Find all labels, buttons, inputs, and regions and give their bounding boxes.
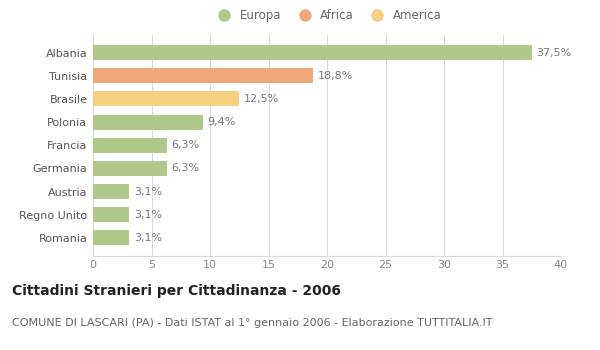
Bar — [93, 68, 313, 83]
Text: 12,5%: 12,5% — [244, 94, 279, 104]
Bar — [93, 230, 129, 245]
Bar — [93, 114, 203, 130]
Text: 3,1%: 3,1% — [134, 210, 162, 220]
Text: 6,3%: 6,3% — [172, 140, 200, 150]
Text: 9,4%: 9,4% — [208, 117, 236, 127]
Text: 3,1%: 3,1% — [134, 187, 162, 197]
Text: 37,5%: 37,5% — [536, 48, 572, 57]
Bar — [93, 138, 167, 153]
Bar — [93, 45, 532, 60]
Text: 6,3%: 6,3% — [172, 163, 200, 173]
Bar — [93, 161, 167, 176]
Text: 18,8%: 18,8% — [317, 71, 353, 81]
Text: Cittadini Stranieri per Cittadinanza - 2006: Cittadini Stranieri per Cittadinanza - 2… — [12, 284, 341, 298]
Bar — [93, 91, 239, 106]
Text: COMUNE DI LASCARI (PA) - Dati ISTAT al 1° gennaio 2006 - Elaborazione TUTTITALIA: COMUNE DI LASCARI (PA) - Dati ISTAT al 1… — [12, 318, 493, 329]
Bar — [93, 184, 129, 199]
Legend: Europa, Africa, America: Europa, Africa, America — [208, 5, 446, 27]
Bar — [93, 207, 129, 222]
Text: 3,1%: 3,1% — [134, 233, 162, 243]
